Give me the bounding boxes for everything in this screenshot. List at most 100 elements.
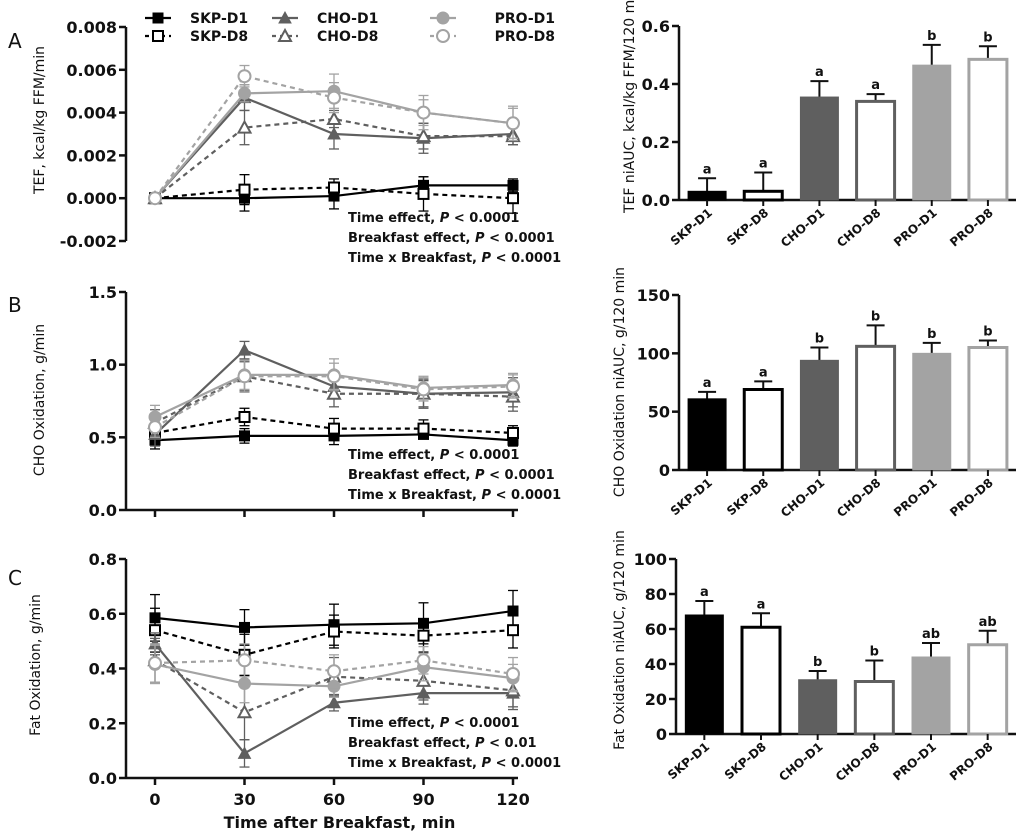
y-axis-label: TEF, kcal/kg FFM/min: [32, 46, 48, 195]
significance-letter: b: [927, 29, 936, 44]
legend-item-CHO-D8: CHO-D8: [272, 27, 378, 45]
legend-marker: [277, 27, 293, 42]
stat-annotation: Time effect, P < 0.0001: [348, 716, 519, 731]
y-axis-label: TEF niAUC, kcal/kg FFM/120 min: [622, 0, 638, 214]
y-tick-label: 150: [637, 286, 670, 305]
series-PRO-D8: [148, 64, 520, 206]
stat-annotation: Breakfast effect, P < 0.01: [348, 736, 537, 751]
stat-value: < 0.01: [485, 736, 537, 751]
data-point: [415, 128, 432, 143]
legend: SKP-D1 SKP-D8 CHO-D1 CHO-D8 PRO-D1 PRO-D8: [145, 10, 555, 45]
stat-label: Time effect,: [348, 716, 440, 731]
data-point: [417, 422, 430, 435]
legend-marker: [278, 10, 292, 24]
stat-value: < 0.0001: [449, 211, 519, 226]
stat-annotation: Time x Breakfast, P < 0.0001: [348, 488, 561, 503]
data-point: [416, 653, 431, 668]
legend-item-CHO-D1: CHO-D1: [272, 10, 378, 27]
y-tick-label: 0.006: [66, 61, 117, 80]
data-point: [328, 181, 340, 194]
legend-marker: [152, 30, 164, 42]
data-point: [148, 656, 162, 671]
series-line: [154, 186, 514, 200]
category-label: SKP-D8: [724, 206, 771, 249]
y-axis-label: CHO Oxidation, g/min: [32, 324, 48, 476]
data-point: [327, 126, 341, 140]
y-tick-label: 100: [637, 344, 670, 363]
significance-letter: b: [983, 325, 992, 340]
stat-annotation: Breakfast effect, P < 0.0001: [348, 468, 555, 483]
category-label: SKP-D1: [668, 476, 715, 519]
y-axis-label: Fat Oxidation, g/min: [28, 594, 44, 736]
legend-marker: [436, 29, 450, 43]
y-tick-label: -0.002: [60, 232, 117, 251]
stat-label: Breakfast effect,: [348, 736, 475, 751]
stat-p: P: [440, 716, 450, 731]
bar-SKP-D8: [742, 189, 784, 202]
stat-value: < 0.0001: [491, 251, 561, 266]
stat-label: Time x Breakfast,: [348, 756, 482, 771]
stat-value: < 0.0001: [491, 756, 561, 771]
stat-label: Time x Breakfast,: [348, 251, 482, 266]
data-point: [236, 704, 253, 719]
x-axis-label: Time after Breakfast, min: [224, 813, 456, 832]
y-tick-label: 60: [645, 620, 667, 639]
data-point: [506, 379, 520, 394]
y-tick-label: 0.4: [642, 75, 670, 94]
data-point: [236, 119, 253, 134]
data-point: [237, 653, 252, 668]
data-point: [416, 382, 431, 397]
stat-label: Time x Breakfast,: [348, 488, 482, 503]
category-label: PRO-D8: [947, 206, 996, 250]
category-label: CHO-D8: [834, 206, 883, 251]
category-label: PRO-D1: [891, 476, 940, 520]
y-tick-label: 0.008: [66, 18, 117, 37]
significance-letter: a: [700, 585, 709, 600]
y-tick-label: 40: [645, 655, 667, 674]
significance-letter: b: [927, 327, 936, 342]
panel-B-line-chart: B 0.0 0.5 1.0 1.5 CHO Oxidation, g/min Time ef…: [8, 283, 561, 520]
stat-annotation: Time x Breakfast, P < 0.0001: [348, 756, 561, 771]
stat-p: P: [482, 488, 492, 503]
legend-item-SKP-D8: SKP-D8: [145, 29, 248, 45]
data-point: [327, 90, 341, 105]
bar-PRO-D1: [911, 656, 951, 735]
legend-item-PRO-D8: PRO-D8: [430, 29, 555, 45]
data-point: [237, 69, 252, 84]
legend-label: PRO-D1: [495, 11, 555, 27]
category-label: PRO-D8: [947, 476, 996, 520]
y-tick-label: 0.4: [89, 660, 117, 679]
significance-letter: ab: [922, 627, 940, 642]
data-point: [417, 187, 430, 200]
bar-PRO-D1: [912, 64, 952, 201]
category-label: CHO-D8: [834, 476, 883, 521]
stat-annotation: Time x Breakfast, P < 0.0001: [348, 251, 561, 266]
y-tick-label: 0.002: [66, 146, 117, 165]
y-tick-label: 0: [659, 461, 670, 480]
data-point: [238, 410, 251, 423]
panel-label: B: [8, 293, 22, 317]
y-tick-label: 1.5: [89, 283, 117, 302]
significance-letter: b: [870, 645, 879, 660]
significance-letter: a: [757, 597, 766, 612]
y-tick-label: 20: [645, 690, 667, 709]
stat-value: < 0.0001: [449, 716, 519, 731]
stat-label: Breakfast effect,: [348, 468, 475, 483]
series-SKP-D8: [149, 407, 519, 441]
y-tick-label: 0.2: [89, 714, 117, 733]
data-point: [507, 426, 519, 439]
y-tick-label: 0.004: [66, 104, 117, 123]
data-point: [238, 86, 251, 100]
y-axis-label: CHO Oxidation niAUC, g/120 min: [612, 267, 628, 497]
bar-PRO-D8: [967, 57, 1009, 202]
stat-p: P: [440, 448, 450, 463]
y-tick-label: 0.6: [642, 17, 670, 36]
category-label: PRO-D1: [890, 740, 939, 784]
data-point: [238, 677, 251, 691]
bar-SKP-D1: [687, 398, 727, 471]
bar-SKP-D8: [740, 625, 782, 736]
legend-item-SKP-D1: SKP-D1: [145, 11, 248, 27]
category-label: SKP-D1: [668, 206, 715, 249]
y-tick-label: 80: [645, 585, 667, 604]
